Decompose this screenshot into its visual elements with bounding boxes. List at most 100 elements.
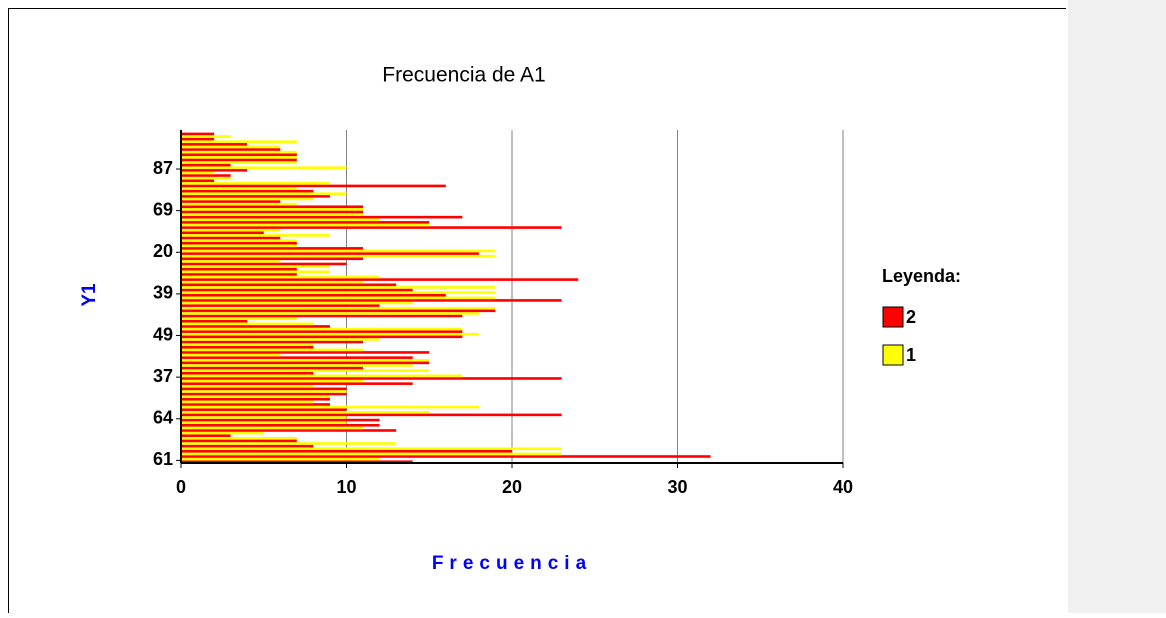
bar: [181, 332, 479, 336]
bar: [181, 306, 496, 310]
bar: [181, 421, 347, 424]
side-panel: [1068, 0, 1166, 613]
bar: [181, 319, 248, 323]
x-tick-label: 40: [833, 477, 853, 497]
bar: [181, 358, 430, 362]
legend-swatch: [882, 306, 904, 328]
bar: [181, 460, 413, 463]
bar: [181, 189, 314, 193]
y-tick-label: 20: [153, 241, 173, 261]
bar: [181, 187, 297, 190]
bar: [181, 244, 297, 248]
bar: [181, 455, 711, 458]
bar: [181, 202, 297, 206]
bar: [181, 374, 463, 378]
bar: [181, 457, 380, 461]
bar: [181, 366, 364, 370]
bar: [181, 426, 364, 430]
x-tick-label: 10: [336, 477, 356, 497]
y-tick-label: 37: [153, 366, 173, 386]
bar: [181, 270, 330, 274]
bar: [181, 231, 264, 235]
bar: [181, 434, 231, 437]
bar: [181, 418, 380, 422]
legend-swatch: [882, 344, 904, 366]
bar: [181, 257, 364, 261]
bar: [181, 221, 430, 224]
bar: [181, 392, 347, 396]
y-tick-label: 64: [153, 408, 173, 428]
bar: [181, 369, 430, 372]
bar: [181, 273, 297, 276]
bar: [181, 327, 463, 331]
bar: [181, 356, 413, 359]
bar: [181, 171, 215, 175]
bar: [181, 325, 330, 328]
bar: [181, 403, 330, 406]
bar: [181, 176, 231, 180]
bar: [181, 137, 215, 141]
bar: [181, 348, 364, 352]
bar: [181, 390, 347, 393]
bar: [181, 262, 347, 266]
y-tick-label: 49: [153, 324, 173, 344]
bar: [181, 322, 314, 326]
bar: [181, 314, 463, 318]
bar: [181, 278, 579, 281]
bar: [181, 228, 281, 232]
bar: [181, 397, 330, 401]
bar: [181, 208, 364, 211]
bar: [181, 296, 496, 300]
bar: [181, 439, 297, 443]
bar: [181, 431, 264, 435]
bar: [181, 182, 330, 185]
bar: [181, 252, 479, 255]
bar: [181, 267, 297, 271]
bar: [181, 236, 281, 240]
bar: [181, 226, 562, 229]
chart-title: Frecuencia de A1: [382, 64, 545, 87]
bar: [181, 169, 248, 172]
legend-title: Leyenda:: [882, 266, 961, 286]
bar: [181, 286, 496, 289]
bar: [181, 143, 248, 146]
y-tick-label: 39: [153, 283, 173, 303]
bar: [181, 254, 496, 258]
bar: [181, 275, 380, 279]
bar: [181, 158, 297, 162]
bar: [181, 405, 479, 409]
bar: [181, 452, 562, 456]
bar: [181, 447, 562, 450]
bar: [181, 436, 297, 440]
bar: [181, 335, 463, 339]
bar: [181, 345, 314, 349]
y-axis-label: Y1: [79, 283, 100, 307]
bar: [181, 150, 297, 154]
bar: [181, 338, 380, 341]
bar: [181, 379, 364, 383]
bar: [181, 223, 430, 227]
bar: [181, 210, 364, 214]
bar: [181, 377, 562, 380]
bar: [181, 288, 413, 292]
bar: [181, 213, 364, 216]
bar: [181, 163, 231, 167]
bar: [181, 161, 297, 164]
bar: [181, 408, 347, 411]
bar: [181, 291, 496, 294]
bar: [181, 400, 314, 404]
bar: [181, 353, 281, 357]
bar: [181, 317, 297, 320]
bar: [181, 364, 413, 367]
legend-label: 1: [906, 345, 916, 365]
bar: [181, 132, 215, 136]
bar: [181, 184, 446, 188]
x-tick-label: 30: [667, 477, 687, 497]
bar: [181, 249, 496, 253]
bar: [181, 148, 281, 151]
bar: [181, 351, 430, 354]
bar: [181, 179, 215, 183]
bar: [181, 174, 231, 177]
bar: [181, 239, 297, 242]
